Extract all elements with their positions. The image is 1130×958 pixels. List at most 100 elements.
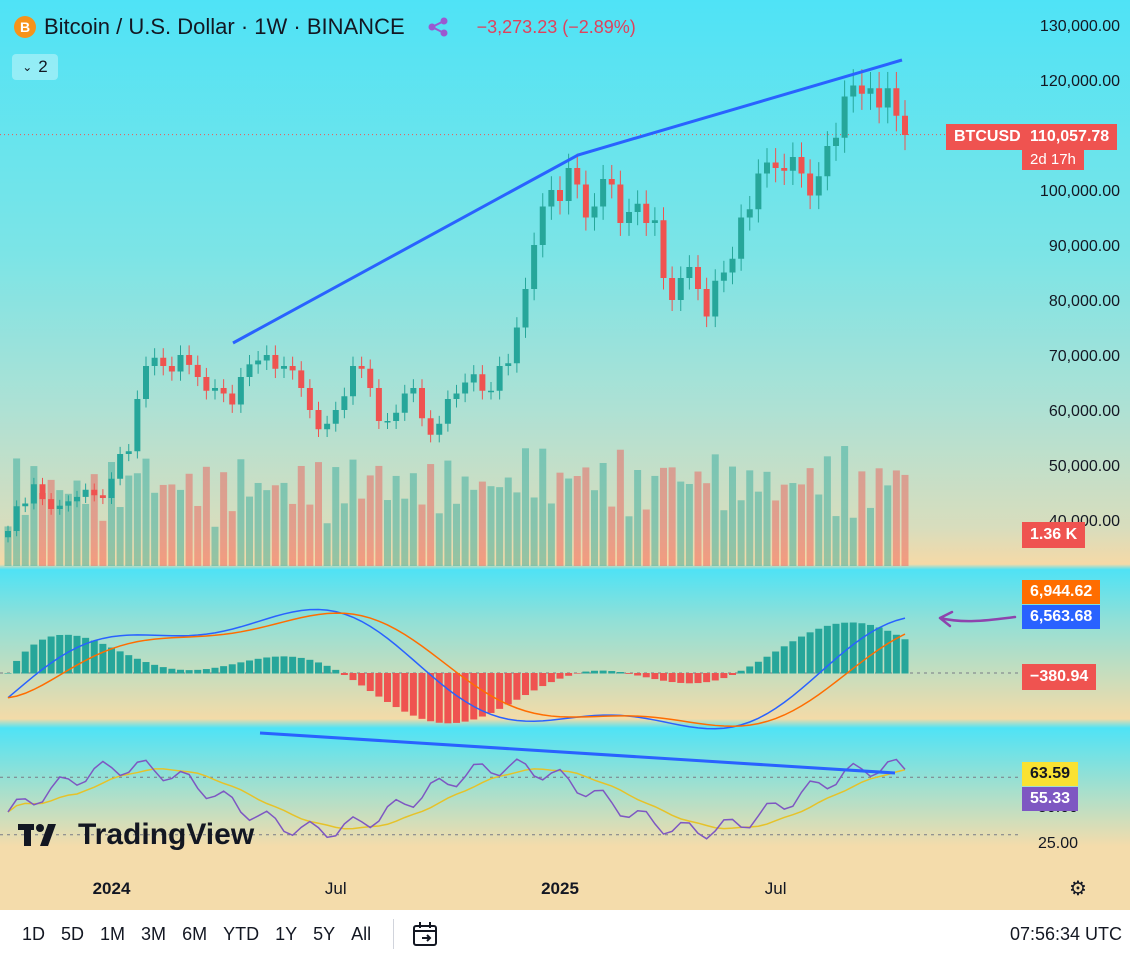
volume-bar xyxy=(271,485,279,566)
macd-histogram-bar xyxy=(875,627,883,674)
candle-body xyxy=(410,388,417,394)
chart-title[interactable]: Bitcoin / U.S. Dollar · 1W · BINANCE xyxy=(44,14,405,39)
timeframe-3m[interactable]: 3M xyxy=(141,923,167,944)
timeframe-list: 1D 5D 1M 3M 6M YTD 1Y 5Y All xyxy=(0,924,371,945)
candle-body xyxy=(22,503,29,507)
candle-body xyxy=(13,506,20,531)
date-range-icon[interactable] xyxy=(410,919,440,949)
symbol-badge: BTCUSD xyxy=(946,124,1029,150)
price-axis-label: 80,000.00 xyxy=(1049,293,1120,310)
macd-histogram-bar xyxy=(832,623,840,674)
macd-histogram-bar xyxy=(435,673,443,723)
candle-body xyxy=(479,374,486,391)
macd-histogram-bar xyxy=(392,673,400,708)
volume-bar xyxy=(892,470,900,566)
chevron-down-icon: ⌄ xyxy=(22,60,33,74)
candle-body xyxy=(350,366,356,397)
volume-bar xyxy=(453,503,460,566)
volume-bar xyxy=(815,494,823,566)
volume-bar xyxy=(211,526,219,566)
candle-body xyxy=(324,423,331,430)
candle-body xyxy=(850,85,857,97)
volume-bar xyxy=(315,462,322,566)
candle-body xyxy=(212,388,218,391)
candle-body xyxy=(30,484,37,504)
candle-body xyxy=(755,173,762,210)
timeframe-1d[interactable]: 1D xyxy=(22,923,46,944)
price-axis-label: 70,000.00 xyxy=(1049,348,1120,365)
candle-body xyxy=(893,88,900,116)
volume-bar xyxy=(306,504,314,566)
timeframe-ytd[interactable]: YTD xyxy=(223,923,260,944)
candle-body xyxy=(807,173,814,196)
candle-body xyxy=(272,355,279,369)
macd-histogram-bar xyxy=(418,673,426,719)
timeframe-all[interactable]: All xyxy=(351,923,372,944)
volume-bar xyxy=(608,506,616,566)
timeframe-5y[interactable]: 5Y xyxy=(313,923,336,944)
candle-body xyxy=(488,390,494,393)
candle-body xyxy=(220,388,227,394)
volume-bar xyxy=(159,484,167,566)
candle-body xyxy=(539,206,546,245)
macd-histogram-bar xyxy=(470,673,478,720)
volume-bar xyxy=(504,477,512,566)
macd-histogram-bar xyxy=(271,656,279,674)
volume-bar xyxy=(737,500,745,566)
volume-bar xyxy=(56,490,64,566)
volume-bar xyxy=(642,509,650,566)
chart-area[interactable]: 130,000.00 120,000.00 100,000.00 90,000.00 8… xyxy=(0,0,1130,910)
candle-body xyxy=(341,396,348,410)
timeframe-5d[interactable]: 5D xyxy=(61,923,85,944)
timeframe-1m[interactable]: 1M xyxy=(100,923,126,944)
volume-bar xyxy=(858,471,866,566)
macd-histogram-bar xyxy=(763,656,771,674)
signal-line xyxy=(7,612,906,727)
candle-body xyxy=(833,137,839,146)
macd-histogram-bar xyxy=(108,647,115,674)
share-icon[interactable] xyxy=(427,16,449,38)
candle-body xyxy=(677,278,684,300)
indicators-toggle[interactable]: ⌄ 2 xyxy=(12,54,58,80)
candle-body xyxy=(703,289,710,317)
candle-body xyxy=(505,363,512,366)
candle-body xyxy=(281,366,287,369)
time-axis-label: Jul xyxy=(765,879,787,898)
volume-bar xyxy=(720,510,728,566)
candle-body xyxy=(65,501,72,506)
candle-body xyxy=(91,489,98,496)
macd-histogram-bar xyxy=(116,651,124,674)
timeframe-6m[interactable]: 6M xyxy=(182,923,208,944)
candle-body xyxy=(444,399,451,424)
candle-body xyxy=(358,366,365,369)
volume-bar xyxy=(849,517,857,566)
macd-histogram-bar xyxy=(496,673,504,709)
macd-histogram-bar xyxy=(556,673,564,679)
macd-histogram-bar xyxy=(125,655,133,674)
volume-bar xyxy=(358,498,366,566)
candle-body xyxy=(237,377,244,405)
macd-histogram-bar xyxy=(599,670,607,674)
volume-bar xyxy=(435,513,443,566)
chart-canvas[interactable]: 130,000.00 120,000.00 100,000.00 90,000.00 8… xyxy=(0,0,1130,910)
candle-body xyxy=(815,176,822,196)
macd-histogram-bar xyxy=(746,666,754,674)
rsi-line xyxy=(7,758,906,840)
candle-body xyxy=(798,157,805,174)
utc-clock[interactable]: 07:56:34 UTC xyxy=(1009,923,1122,944)
tradingview-logo: TradingView xyxy=(18,818,254,852)
volume-bar xyxy=(875,468,883,566)
candle-body xyxy=(143,366,149,399)
candle-body xyxy=(177,355,184,372)
volume-bar xyxy=(4,526,12,566)
volume-bar xyxy=(228,511,236,566)
macd-histogram-bar xyxy=(591,670,598,674)
timeframe-1y[interactable]: 1Y xyxy=(275,923,298,944)
volume-bar xyxy=(133,473,141,566)
candle-body xyxy=(289,366,296,371)
settings-gear-icon[interactable]: ⚙ xyxy=(1069,878,1087,900)
signal-badge: 6,563.68 xyxy=(1022,605,1101,629)
volume-bar xyxy=(573,476,581,566)
macd-histogram-bar xyxy=(573,673,581,674)
volume-bar xyxy=(116,507,124,566)
